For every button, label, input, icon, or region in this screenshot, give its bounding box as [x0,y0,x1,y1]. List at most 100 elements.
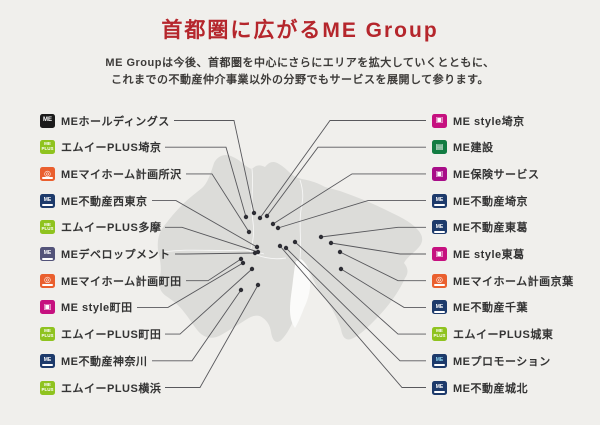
company-item-left-5: ME MEデベロップメント [40,241,171,267]
fudosan-logo-icon: ME [432,193,447,208]
logo-underline [42,204,53,207]
style-logo-icon: ▣ [40,300,55,315]
location-dot [243,214,249,220]
location-dot [246,229,252,235]
company-label: MEプロモーション [453,355,551,368]
fudosan-logo-icon: ME [432,300,447,315]
myhome-logo-icon: ◎ [40,166,55,181]
logo-underline [434,204,445,207]
company-item-right-9: ME MEプロモーション [432,348,551,374]
connector-line [340,268,426,308]
connector-line [165,226,259,253]
company-label: ME style埼京 [453,115,525,128]
company-item-right-8: ME PLUS エムイーPLUS城東 [432,321,553,347]
company-item-right-4: ME ME不動産東葛 [432,214,528,240]
logo-underline [434,310,445,313]
logo-underline [42,257,53,260]
company-label: ME style町田 [61,302,133,315]
connector-line [277,200,426,229]
location-dot [238,256,244,262]
company-label: エムイーPLUS町田 [61,329,162,342]
connector-line [266,146,426,217]
company-item-right-7: ME ME不動産千葉 [432,294,528,320]
myhome-logo-icon: ◎ [40,273,55,288]
prefecture-border [249,168,255,253]
fudosan-logo-icon: ME [40,193,55,208]
company-label: ME不動産西東京 [61,195,148,208]
company-label: ME style東葛 [453,249,525,261]
connector-line [339,251,426,282]
location-dot [238,287,244,293]
company-item-left-9: ME ME不動産神奈川 [40,348,148,374]
tokyo-bay [290,259,311,328]
subtitle-line-2: これまでの不動産仲介事業以外の分野でもサービスを展開して参ります。 [110,74,490,86]
connector-line [294,241,426,335]
company-label: ME保険サービス [453,168,540,181]
location-dot [254,244,260,250]
company-item-left-1: ME PLUS エムイーPLUS埼京 [40,134,161,160]
location-dot [251,210,257,216]
connector-line [174,120,255,214]
connector-line [279,245,426,388]
company-item-left-4: ME PLUS エムイーPLUS多摩 [40,214,161,240]
connector-line [330,242,426,255]
connector-line [152,200,258,248]
connector-line [186,258,242,282]
plus-logo-icon: ME PLUS [40,140,55,155]
company-label: エムイーPLUS城東 [453,329,554,342]
location-dot [257,215,263,221]
logo-underline [434,364,445,367]
company-item-right-3: ME ME不動産埼京 [432,188,528,214]
location-dot [292,239,298,245]
location-dot [255,282,261,288]
company-item-left-6: ◎ MEマイホーム計画町田 [40,268,182,294]
plus-logo-icon: ME PLUS [40,220,55,235]
location-dot [283,245,289,251]
plus-logo-icon: ME PLUS [432,327,447,342]
location-dot [264,213,270,219]
plus-logo-icon: ME PLUS [40,380,55,395]
company-item-left-8: ME PLUS エムイーPLUS町田 [40,321,161,347]
company-item-left-10: ME PLUS エムイーPLUS横浜 [40,375,161,401]
map-outline [157,155,423,342]
style-logo-icon: ▣ [432,247,447,261]
company-label: ME不動産東葛 [453,222,528,235]
company-item-left-7: ▣ ME style町田 [40,294,133,320]
connector-line [165,146,247,218]
plus-logo-icon: ME PLUS [40,327,55,342]
location-dot [275,225,281,231]
kensetsu-logo-icon: ▤ [432,140,447,155]
company-label: エムイーPLUS横浜 [61,382,162,395]
connector-line [175,252,256,255]
logo-underline [434,284,445,287]
company-item-right-2: ▣ ME保険サービス [432,161,540,187]
connector-line [152,289,242,362]
subtitle-line-1: ME Groupは今後、首都圏を中心にさらにエリアを拡大していくとともに、 [105,57,495,69]
company-item-left-2: ◎ MEマイホーム計画所沢 [40,161,182,187]
company-label: ME不動産千葉 [453,302,528,315]
connector-line [186,173,250,233]
holdings-logo-icon: ME [40,113,55,128]
company-label: ME不動産城北 [453,382,528,395]
logo-underline [42,284,53,287]
connector-line [165,268,253,335]
company-label: MEマイホーム計画町田 [61,275,182,288]
fudosan-logo-icon: ME [432,220,447,235]
connector-line [320,226,426,238]
company-item-left-0: ME MEホールディングス [40,108,170,134]
style-logo-icon: ▣ [432,113,447,128]
company-label: MEデベロップメント [61,249,171,261]
promotion-logo-icon: ME [432,353,447,368]
logo-underline [434,230,445,233]
company-item-right-1: ▤ ME建設 [432,134,494,160]
hoken-logo-icon: ▣ [432,166,447,181]
location-dot [240,260,246,266]
company-label: ME不動産神奈川 [61,355,148,368]
myhome-logo-icon: ◎ [432,273,447,288]
page-title: 首都圏に広がるME Group [161,19,439,42]
logo-underline [42,364,53,367]
company-item-right-5: ▣ ME style東葛 [432,241,525,267]
location-dot [277,243,283,249]
